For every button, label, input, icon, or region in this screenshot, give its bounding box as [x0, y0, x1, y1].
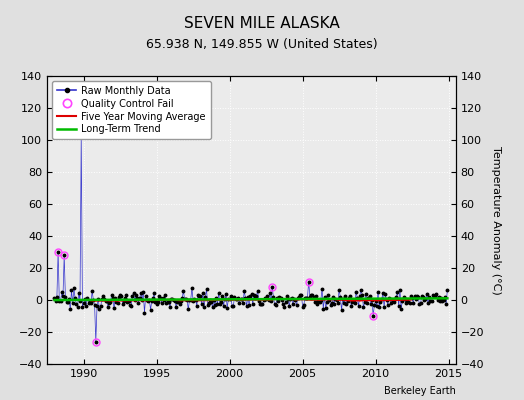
- Text: 65.938 N, 149.855 W (United States): 65.938 N, 149.855 W (United States): [146, 38, 378, 51]
- Legend: Raw Monthly Data, Quality Control Fail, Five Year Moving Average, Long-Term Tren: Raw Monthly Data, Quality Control Fail, …: [52, 81, 211, 139]
- Y-axis label: Temperature Anomaly (°C): Temperature Anomaly (°C): [491, 146, 501, 294]
- Text: SEVEN MILE ALASKA: SEVEN MILE ALASKA: [184, 16, 340, 31]
- Text: Berkeley Earth: Berkeley Earth: [384, 386, 456, 396]
